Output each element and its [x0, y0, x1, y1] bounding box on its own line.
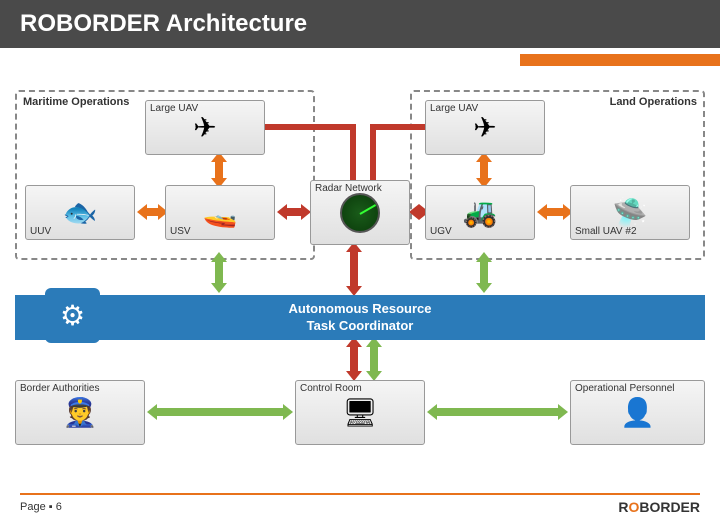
arrow [480, 160, 488, 180]
node-ugv: 🚜 UGV [425, 185, 535, 240]
arrow [417, 208, 421, 216]
personnel-icon: 👤 [620, 399, 655, 427]
node-label: Border Authorities [20, 383, 100, 394]
arrow [370, 345, 378, 373]
node-m_large_uav: ✈Large UAV [145, 100, 265, 155]
arrow [215, 160, 223, 180]
arrow [350, 250, 358, 288]
arrow [155, 408, 285, 416]
node-l_large_uav: ✈Large UAV [425, 100, 545, 155]
arrow [145, 208, 160, 216]
node-radar: Radar Network [310, 180, 410, 245]
node-label: Radar Network [315, 183, 382, 194]
coordinator-bar: Autonomous ResourceTask Coordinator [15, 295, 705, 340]
arrow [545, 208, 565, 216]
node-label: UGV [430, 226, 452, 237]
node-label: Large UAV [150, 103, 198, 114]
node-label: Large UAV [430, 103, 478, 114]
architecture-diagram: Maritime OperationsLand Operations✈Large… [15, 80, 705, 470]
connector-line [370, 124, 376, 184]
node-label: Control Room [300, 383, 362, 394]
border_auth-icon: 👮 [63, 399, 98, 427]
small_uav-icon: 🛸 [613, 199, 648, 227]
uuv-icon: 🐟 [63, 199, 98, 227]
ugv-icon: 🚜 [463, 199, 498, 227]
arrow [285, 208, 303, 216]
l_large_uav-icon: ✈ [473, 114, 496, 142]
node-label: USV [170, 226, 191, 237]
brand-logo: ROBORDER [618, 499, 700, 515]
footer: Page ▪ 6 ROBORDER [20, 493, 700, 515]
connector-line [265, 124, 355, 130]
connector-line [370, 124, 430, 130]
arrow [215, 260, 223, 285]
page-number: Page ▪ 6 [20, 501, 62, 513]
node-usv: 🚤 USV [165, 185, 275, 240]
node-label: Small UAV #2 [575, 226, 637, 237]
zone-label: Land Operations [610, 96, 697, 108]
accent-bar [520, 54, 720, 66]
arrow [350, 345, 358, 373]
node-label: UUV [30, 226, 51, 237]
header: ROBORDER Architecture [0, 0, 720, 48]
page-title: ROBORDER Architecture [20, 10, 307, 38]
node-border_auth: 👮 Border Authorities [15, 380, 145, 445]
node-control: 🖥 Control Room [295, 380, 425, 445]
node-label: Operational Personnel [575, 383, 675, 394]
arrow [435, 408, 560, 416]
node-small_uav: 🛸Small UAV #2 [570, 185, 690, 240]
node-personnel: 👤 Operational Personnel [570, 380, 705, 445]
usv-icon: 🚤 [203, 199, 238, 227]
radar-icon [340, 193, 380, 233]
coordinator-label: Autonomous ResourceTask Coordinator [288, 301, 431, 335]
zone-label: Maritime Operations [23, 96, 129, 108]
node-uuv: 🐟 UUV [25, 185, 135, 240]
gear-icon: ⚙ [45, 288, 100, 343]
connector-line [350, 124, 356, 184]
m_large_uav-icon: ✈ [193, 114, 216, 142]
control-icon: 🖥 [342, 399, 378, 427]
arrow [480, 260, 488, 285]
